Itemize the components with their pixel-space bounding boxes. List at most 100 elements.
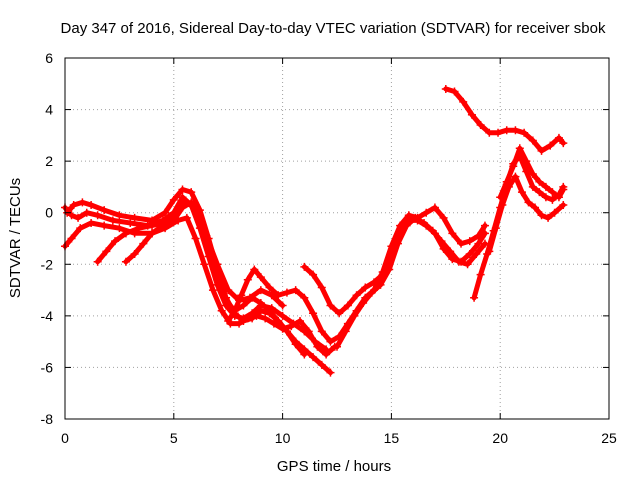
data-point [517, 188, 526, 197]
data-point [93, 257, 102, 266]
data-point [265, 306, 274, 315]
data-point [87, 219, 96, 228]
data-point [511, 126, 520, 135]
data-point [343, 301, 352, 310]
data-point [476, 121, 485, 130]
grid [65, 58, 609, 419]
data-point [274, 317, 283, 326]
data-point [496, 193, 505, 202]
data-point [350, 311, 359, 320]
data-point [282, 288, 291, 297]
data-point [476, 270, 485, 279]
data-point [485, 247, 494, 256]
data-point [428, 226, 437, 235]
data-point [235, 319, 244, 328]
data-point [528, 170, 537, 179]
data-point [180, 198, 189, 207]
data-point [313, 342, 322, 351]
axis-ticks: 0 5 10 15 20 25 -8 -6 -4 -2 0 2 4 6 [41, 50, 617, 446]
data-point [411, 213, 420, 222]
data-point [115, 211, 124, 220]
data-point [230, 306, 239, 315]
data-point [515, 144, 524, 153]
data-point [520, 128, 529, 137]
data-point [439, 213, 448, 222]
data-point [535, 177, 544, 186]
data-point [182, 213, 191, 222]
data-point [178, 185, 187, 194]
series-4 [93, 198, 309, 359]
data-point [309, 353, 318, 362]
data-point [465, 237, 474, 246]
data-point [82, 208, 91, 217]
series-9 [441, 84, 568, 155]
data-point [548, 188, 557, 197]
data-point [245, 293, 254, 302]
data-point [148, 221, 157, 230]
data-point [559, 139, 568, 148]
data-point [250, 265, 259, 274]
data-point [441, 84, 450, 93]
data-point [100, 221, 109, 230]
data-point [317, 327, 326, 336]
x-tick-label: 5 [170, 430, 178, 446]
data-point [480, 221, 489, 230]
data-point [369, 278, 378, 287]
data-point [550, 208, 559, 217]
data-point [537, 211, 546, 220]
data-point [256, 286, 265, 295]
data-point [256, 273, 265, 282]
y-tick-label: -6 [41, 359, 54, 375]
data-point [178, 193, 187, 202]
data-point [454, 257, 463, 266]
data-point [361, 283, 370, 292]
data-point [217, 306, 226, 315]
data-point [309, 309, 318, 318]
data-point [134, 224, 143, 233]
data-point [67, 234, 76, 243]
series-trace [486, 174, 566, 254]
data-point [224, 317, 233, 326]
data-point [541, 193, 550, 202]
data-point [158, 221, 167, 230]
data-point [200, 260, 209, 269]
data-point [485, 128, 494, 137]
data-point [498, 200, 507, 209]
data-marks [61, 84, 568, 377]
data-point [326, 368, 335, 377]
x-tick-label: 20 [492, 430, 508, 446]
series-12 [496, 144, 568, 202]
data-point [121, 257, 130, 266]
data-point [450, 87, 459, 96]
data-point [528, 136, 537, 145]
data-point [300, 350, 309, 359]
data-point [535, 188, 544, 197]
data-point [359, 298, 368, 307]
data-point [237, 291, 246, 300]
data-point [191, 234, 200, 243]
x-tick-label: 0 [61, 430, 69, 446]
data-point [546, 141, 555, 150]
data-point [291, 340, 300, 349]
data-point [139, 239, 148, 248]
data-point [326, 301, 335, 310]
data-point [548, 195, 557, 204]
data-point [161, 208, 170, 217]
data-point [291, 286, 300, 295]
data-point [100, 206, 109, 215]
data-point [282, 327, 291, 336]
data-point [541, 182, 550, 191]
data-point [108, 216, 117, 225]
data-point [274, 291, 283, 300]
data-point [121, 229, 130, 238]
data-point [93, 211, 102, 220]
series-trace [62, 215, 338, 357]
y-tick-label: 0 [45, 205, 53, 221]
data-point [448, 229, 457, 238]
data-point [300, 293, 309, 302]
data-point [69, 200, 78, 209]
data-point [130, 213, 139, 222]
data-point [111, 237, 120, 246]
data-point [352, 291, 361, 300]
